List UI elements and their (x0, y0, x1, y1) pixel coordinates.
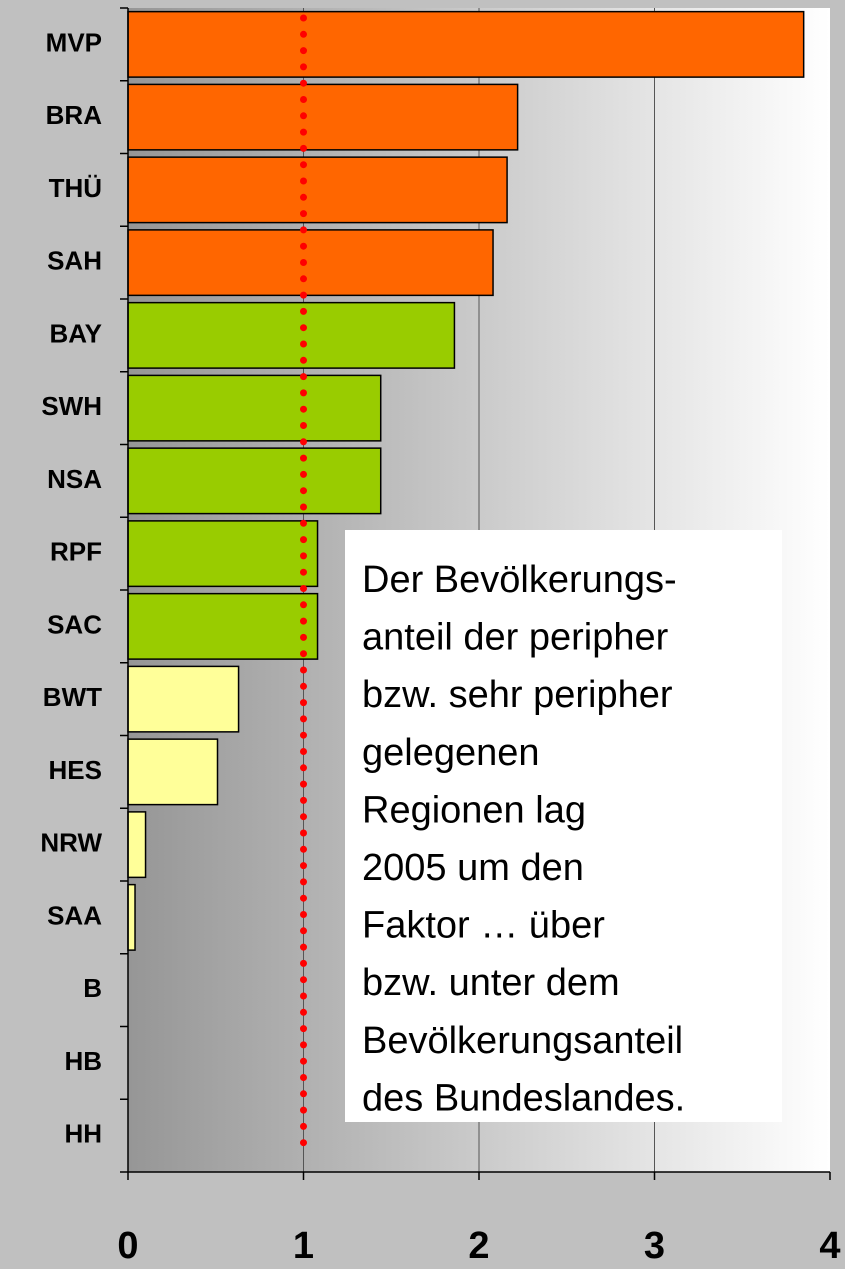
y-tick-label: BAY (49, 318, 102, 348)
bar (127, 229, 494, 297)
y-tick-label: SAH (47, 246, 102, 276)
y-tick-label: NRW (40, 828, 102, 858)
annotation-line: gelegenen (362, 732, 540, 774)
annotation-line: Regionen lag (362, 789, 586, 831)
bar (127, 374, 382, 442)
bar (127, 811, 147, 879)
y-tick-label: B (83, 973, 102, 1003)
annotation-box (345, 530, 782, 1122)
bar (127, 738, 219, 806)
y-tick-label: MVP (46, 27, 102, 57)
x-tick-label: 4 (819, 1225, 840, 1267)
annotation-line: bzw. sehr peripher (362, 674, 673, 716)
bar (127, 156, 508, 224)
y-tick-label: SAC (47, 609, 102, 639)
annotation-line: Faktor … über (362, 905, 605, 947)
annotation-line: Der Bevölkerungs- (362, 559, 677, 601)
bar (127, 883, 136, 951)
y-tick-label: NSA (47, 464, 102, 494)
annotation-line: Bevölkerungsanteil (362, 1020, 683, 1062)
x-tick-label: 3 (644, 1225, 665, 1267)
y-tick-label: SWH (41, 391, 102, 421)
bar (127, 10, 805, 78)
x-tick-label: 0 (117, 1225, 138, 1267)
bar (127, 83, 519, 151)
x-tick-label: 1 (293, 1225, 314, 1267)
annotation-line: anteil der peripher (362, 617, 669, 659)
bar (127, 520, 319, 588)
bar (127, 447, 382, 515)
y-tick-label: BWT (43, 682, 102, 712)
x-tick-label: 2 (468, 1225, 489, 1267)
y-tick-label: SAA (47, 900, 102, 930)
bar (127, 665, 240, 733)
bar (127, 301, 456, 369)
y-tick-label: THÜ (49, 173, 102, 203)
y-tick-label: BRA (46, 100, 103, 130)
bar (127, 592, 319, 660)
y-tick-label: HES (49, 755, 102, 785)
annotation-line: des Bundeslandes. (362, 1077, 685, 1119)
y-tick-label: RPF (50, 537, 102, 567)
y-tick-label: HH (64, 1119, 102, 1149)
annotation-line: bzw. unter dem (362, 962, 620, 1004)
annotation-line: 2005 um den (362, 847, 584, 889)
y-tick-label: HB (64, 1046, 102, 1076)
